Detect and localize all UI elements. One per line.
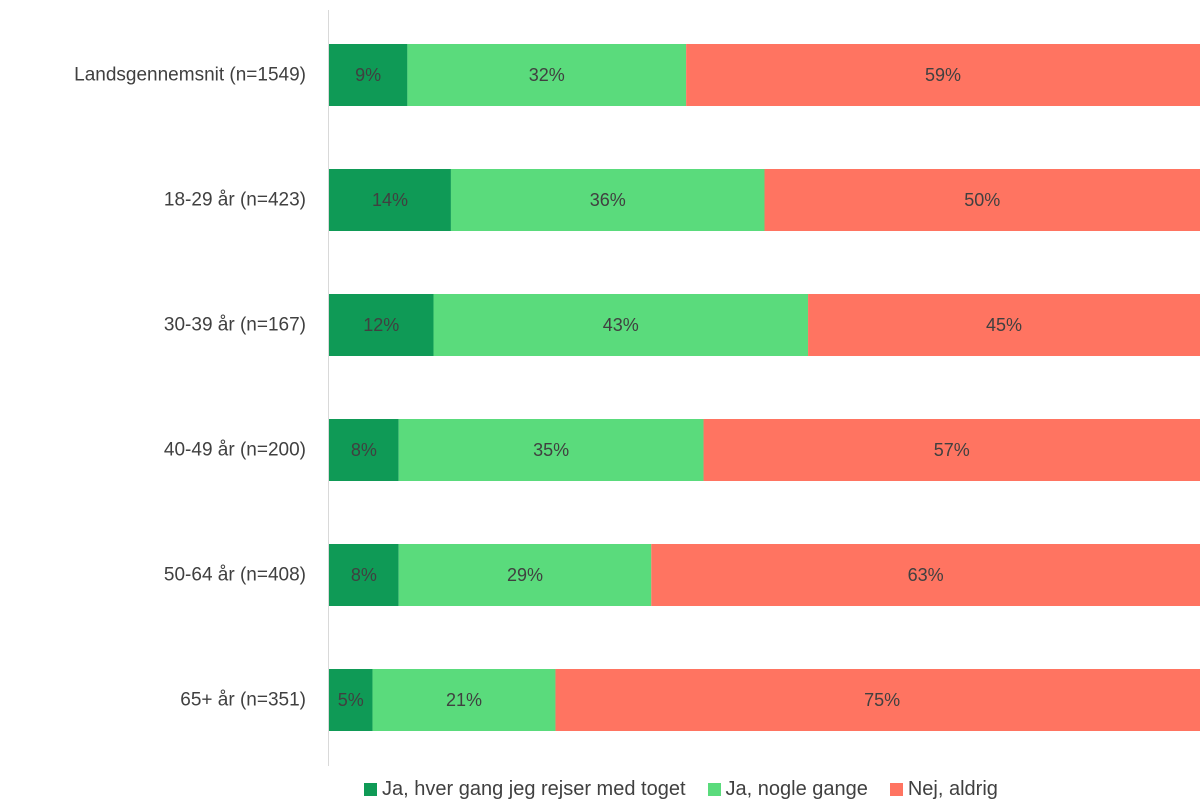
category-label-landsgennemsnit-n-1549: Landsgennemsnit (n=1549) bbox=[74, 65, 306, 86]
bar-segment-landsgennemsnit-n-1549-ja-hver-gang-jeg-rejser-med-toget bbox=[329, 44, 408, 106]
bar-segment-landsgennemsnit-n-1549-ja-nogle-gange bbox=[407, 44, 687, 106]
bar-segment-65-r-n-351-nej-aldrig bbox=[555, 669, 1200, 731]
legend-swatch-never bbox=[889, 782, 903, 796]
legend-label-never: Nej, aldrig bbox=[907, 777, 998, 800]
legend-label-every-time: Ja, hver gang jeg rejser med toget bbox=[382, 777, 686, 800]
data-label-50-64-r-n-408-ja-nogle-gange: 29% bbox=[507, 565, 543, 585]
legend-item-every-time: Ja, hver gang jeg rejser med toget bbox=[364, 778, 686, 801]
bar-segment-40-49-r-n-200-ja-hver-gang-jeg-rejser-med-toget bbox=[329, 419, 399, 481]
legend-item-sometimes: Ja, nogle gange bbox=[707, 777, 868, 801]
data-label-65-r-n-351-ja-nogle-gange: 21% bbox=[446, 690, 482, 710]
data-label-landsgennemsnit-n-1549-ja-nogle-gange: 32% bbox=[529, 65, 565, 85]
data-label-30-39-r-n-167-ja-hver-gang-jeg-rejser-med-toget: 12% bbox=[363, 315, 399, 335]
bar-segment-50-64-r-n-408-ja-nogle-gange bbox=[398, 544, 652, 606]
bar-segment-18-29-r-n-423-ja-nogle-gange bbox=[450, 169, 765, 231]
data-label-landsgennemsnit-n-1549-nej-aldrig: 59% bbox=[925, 65, 961, 85]
data-label-65-r-n-351-nej-aldrig: 75% bbox=[864, 690, 900, 710]
bar-segment-50-64-r-n-408-ja-hver-gang-jeg-rejser-med-toget bbox=[329, 544, 399, 606]
legend: Ja, hver gang jeg rejser med toget Ja, n… bbox=[364, 776, 998, 802]
labels-group: Landsgennemsnit (n=1549) 9% 32% 59% 18-29 år… bbox=[74, 65, 1022, 711]
data-label-30-39-r-n-167-nej-aldrig: 45% bbox=[986, 315, 1022, 335]
legend-label-sometimes: Ja, nogle gange bbox=[725, 777, 868, 800]
data-label-40-49-r-n-200-ja-nogle-gange: 35% bbox=[533, 440, 569, 460]
data-label-18-29-r-n-423-ja-hver-gang-jeg-rejser-med-toget: 14% bbox=[372, 190, 408, 210]
category-label-18-29-r-n-423: 18-29 år (n=423) bbox=[164, 190, 306, 211]
legend-swatch-every-time bbox=[364, 782, 377, 796]
bars-group bbox=[329, 44, 1200, 731]
data-label-18-29-r-n-423-ja-nogle-gange: 36% bbox=[590, 190, 626, 210]
data-label-65-r-n-351-ja-hver-gang-jeg-rejser-med-toget: 5% bbox=[338, 690, 364, 710]
data-label-50-64-r-n-408-nej-aldrig: 63% bbox=[908, 565, 944, 585]
category-label-40-49-r-n-200: 40-49 år (n=200) bbox=[164, 440, 306, 461]
bar-segment-30-39-r-n-167-nej-aldrig bbox=[808, 294, 1200, 356]
bar-segment-landsgennemsnit-n-1549-nej-aldrig bbox=[686, 44, 1200, 106]
category-label-50-64-r-n-408: 50-64 år (n=408) bbox=[164, 565, 306, 586]
bar-segment-40-49-r-n-200-ja-nogle-gange bbox=[398, 419, 704, 481]
legend-swatch-sometimes bbox=[707, 782, 721, 796]
data-label-40-49-r-n-200-nej-aldrig: 57% bbox=[934, 440, 970, 460]
data-label-landsgennemsnit-n-1549-ja-hver-gang-jeg-rejser-med-toget: 9% bbox=[355, 65, 381, 85]
data-label-18-29-r-n-423-nej-aldrig: 50% bbox=[964, 190, 1000, 210]
legend-item-never: Nej, aldrig bbox=[889, 777, 998, 801]
bar-segment-30-39-r-n-167-ja-nogle-gange bbox=[433, 294, 809, 356]
data-label-30-39-r-n-167-ja-nogle-gange: 43% bbox=[603, 315, 639, 335]
bar-segment-50-64-r-n-408-nej-aldrig bbox=[651, 544, 1200, 606]
bar-segment-18-29-r-n-423-ja-hver-gang-jeg-rejser-med-toget bbox=[329, 169, 451, 231]
category-label-30-39-r-n-167: 30-39 år (n=167) bbox=[164, 315, 306, 336]
bar-segment-30-39-r-n-167-ja-hver-gang-jeg-rejser-med-toget bbox=[329, 294, 434, 356]
data-label-40-49-r-n-200-ja-hver-gang-jeg-rejser-med-toget: 8% bbox=[351, 440, 377, 460]
bar-segment-40-49-r-n-200-nej-aldrig bbox=[703, 419, 1200, 481]
data-label-50-64-r-n-408-ja-hver-gang-jeg-rejser-med-toget: 8% bbox=[351, 565, 377, 585]
bar-segment-18-29-r-n-423-nej-aldrig bbox=[764, 169, 1200, 231]
bar-segment-65-r-n-351-ja-nogle-gange bbox=[372, 669, 556, 731]
category-label-65-r-n-351: 65+ år (n=351) bbox=[180, 690, 306, 711]
bar-segment-65-r-n-351-ja-hver-gang-jeg-rejser-med-toget bbox=[329, 669, 373, 731]
